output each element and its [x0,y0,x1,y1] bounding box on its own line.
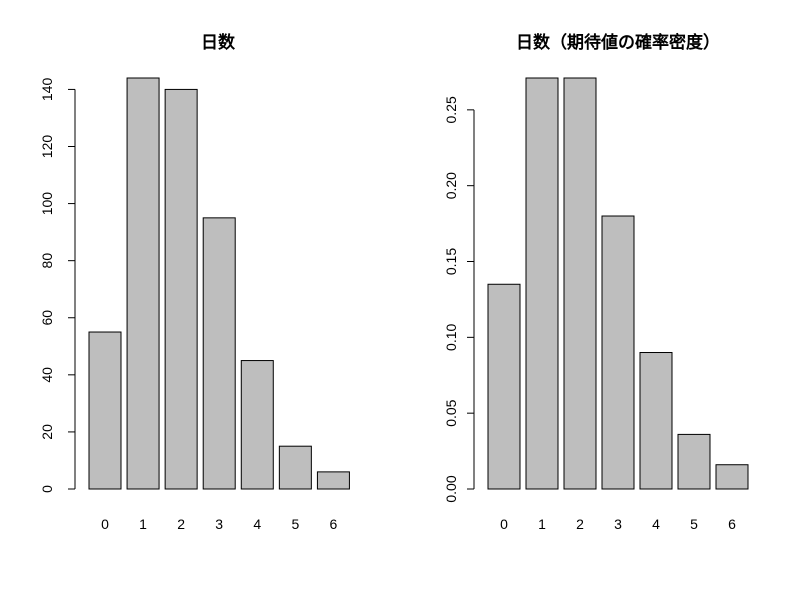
bar-6 [715,464,749,490]
x-tick-label: 4 [253,516,261,532]
y-tick-label: 0 [39,485,55,493]
bar-3 [202,217,236,490]
bar-5 [278,445,312,490]
bar-2 [164,88,198,490]
x-tick-label: 2 [177,516,185,532]
x-tick-label: 5 [690,516,698,532]
y-tick-label: 120 [39,135,55,159]
bar-2 [563,77,597,490]
y-tick-label: 0.05 [443,399,459,426]
y-tick-label: 100 [39,192,55,216]
x-tick-label: 2 [576,516,584,532]
x-tick-label: 3 [614,516,622,532]
bar-6 [316,471,350,490]
chart-title: 日数 [201,32,236,53]
y-tick-label: 80 [39,253,55,269]
x-tick-label: 0 [101,516,109,532]
bar-3 [601,215,635,490]
x-tick-label: 6 [728,516,736,532]
x-tick-label: 1 [139,516,147,532]
bar-5 [677,433,711,490]
bar-0 [487,283,521,490]
x-tick-label: 4 [652,516,660,532]
bar-4 [639,352,673,490]
y-tick-label: 0.15 [443,248,459,275]
x-tick-label: 5 [291,516,299,532]
x-tick-label: 0 [500,516,508,532]
x-tick-label: 1 [538,516,546,532]
x-tick-label: 6 [330,516,338,532]
bar-1 [126,77,160,490]
y-tick-label: 20 [39,424,55,440]
y-tick-label: 0.10 [443,324,459,351]
y-tick-label: 60 [39,310,55,326]
y-tick-label: 0.20 [443,172,459,199]
y-tick-label: 140 [39,78,55,102]
y-tick-label: 40 [39,367,55,383]
chart-title: 日数（期待値の確率密度） [516,32,720,53]
bar-1 [525,77,559,490]
y-tick-label: 0.25 [443,96,459,123]
bar-4 [240,360,274,490]
x-tick-label: 3 [215,516,223,532]
y-tick-label: 0.00 [443,475,459,502]
chart-panel-density: 日数（期待値の確率密度） 0 1 2 3 4 5 6 0.00 0.05 0.10 0.15 0.20… [443,32,749,532]
bar-0 [88,331,122,490]
